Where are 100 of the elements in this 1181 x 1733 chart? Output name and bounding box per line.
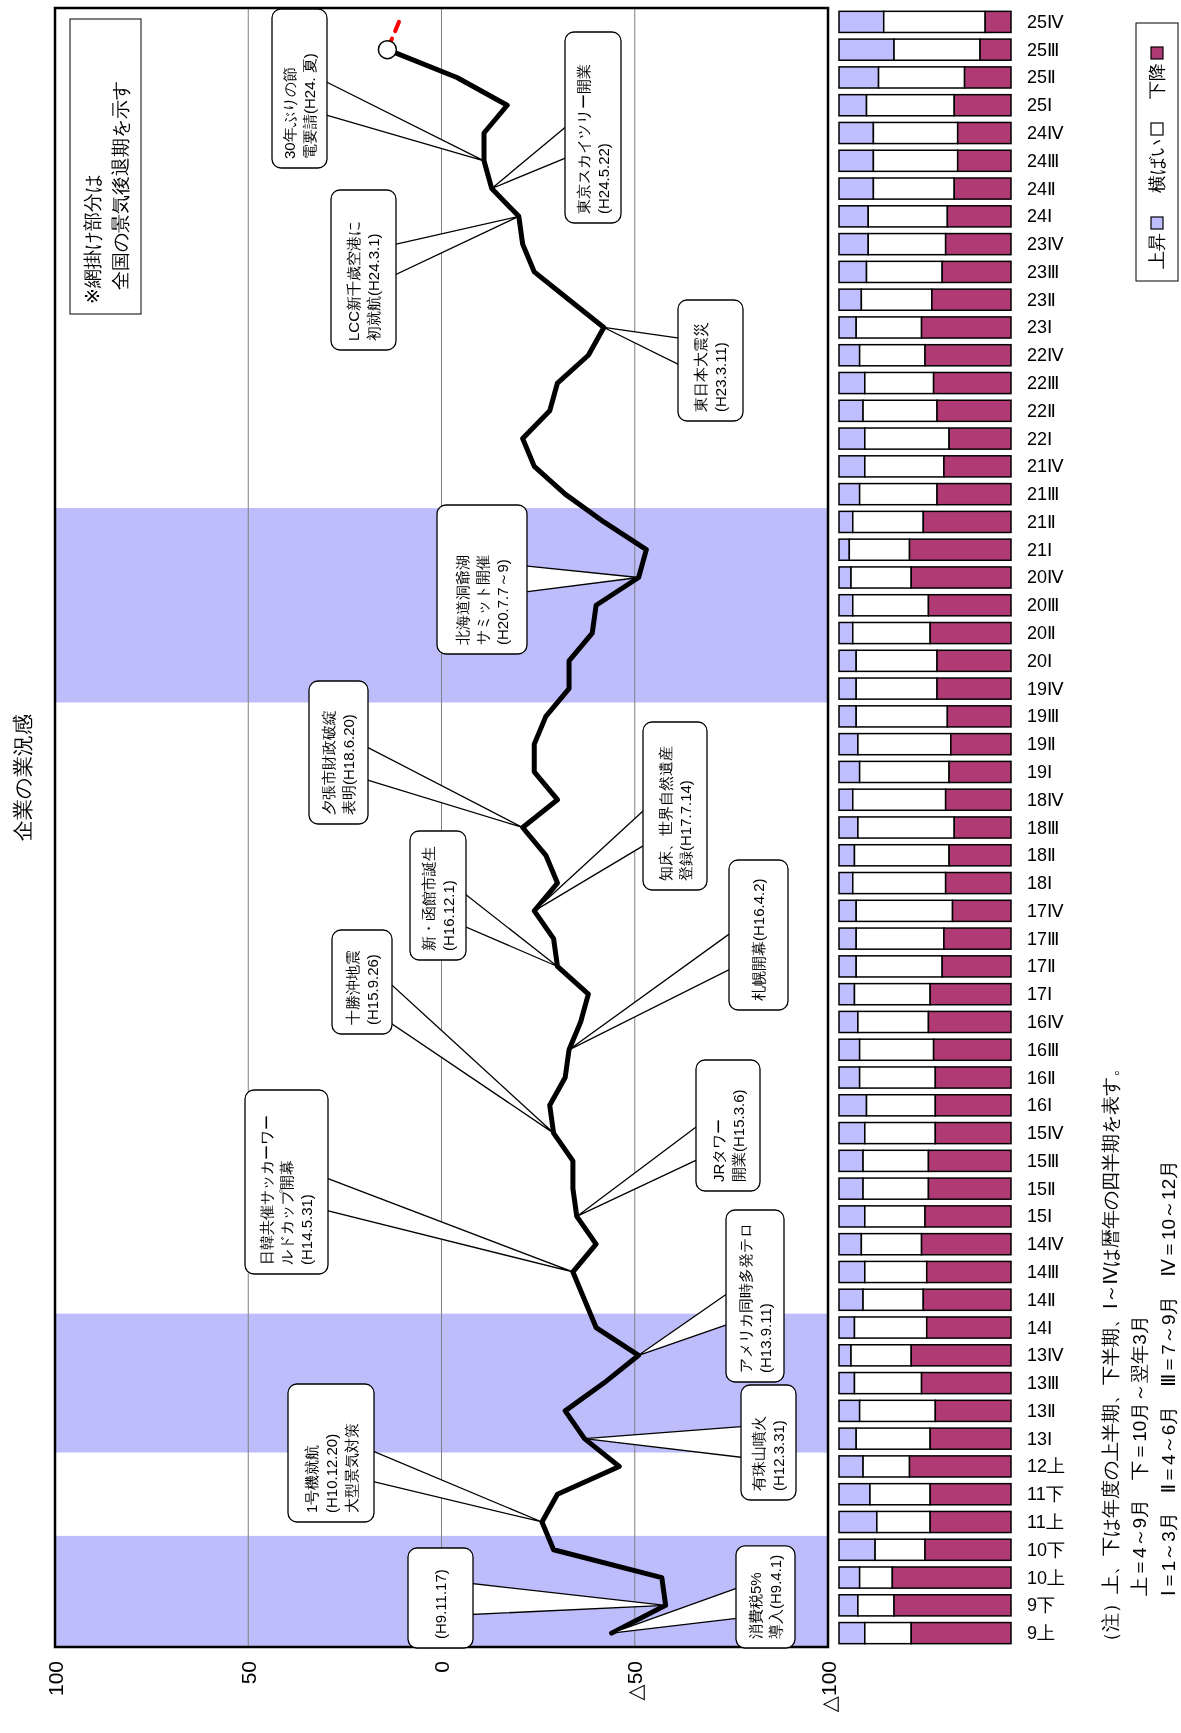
annotation: 1号機就航(H10.12.20)大型景気対策: [302, 1423, 360, 1513]
annotation: (H9.11.17): [432, 1569, 449, 1639]
y-tick-label: 18Ⅲ: [1027, 817, 1060, 838]
y-tick-label: 15Ⅳ: [1027, 1123, 1065, 1144]
y-tick-label: 13Ⅲ: [1027, 1373, 1060, 1394]
callout: 消費税5%導入(H9.4.1): [610, 1545, 796, 1649]
y-tick-label: 16Ⅳ: [1027, 1011, 1065, 1032]
y-tick-label: 24Ⅲ: [1027, 150, 1060, 171]
annotation: 有珠山噴火(H12.3.31): [750, 1416, 787, 1491]
callout: 30年ぶりの節電要請(H24. 夏): [271, 8, 485, 169]
y-tick-label: 9上: [1027, 1623, 1056, 1644]
callout: 北海道洞爺湖サミット開催(H20.7.7～9): [436, 504, 640, 655]
y-tick-label: 18Ⅳ: [1027, 789, 1065, 810]
y-tick-label: 24Ⅰ: [1027, 206, 1053, 227]
callout: LCC新千歳空港に初就航(H24.3.1): [330, 189, 520, 351]
y-tick-label: 16Ⅱ: [1027, 1067, 1056, 1088]
y-tick-label: 16Ⅰ: [1027, 1095, 1053, 1116]
y-tick-label: 23Ⅳ: [1027, 234, 1065, 255]
y-tick-label: 10上: [1027, 1567, 1066, 1588]
y-tick-label: 15Ⅲ: [1027, 1150, 1060, 1171]
x-tick-label: △100: [816, 1661, 840, 1713]
y-tick-label: 22Ⅱ: [1027, 400, 1056, 421]
legend-label: 横ばい: [1147, 139, 1167, 193]
annotation: 日韓共催サッカーワールドカップ開幕(H14.5.31): [258, 1115, 315, 1265]
y-tick-label: 20Ⅱ: [1027, 623, 1056, 644]
y-tick-label: 23Ⅱ: [1027, 289, 1056, 310]
y-tick-label: 15Ⅱ: [1027, 1178, 1056, 1199]
annotation: 知床、世界自然遺産登録(H17.7.14): [656, 746, 694, 881]
y-tick-label: 21Ⅰ: [1027, 539, 1053, 560]
y-tick-label: 23Ⅲ: [1027, 261, 1060, 282]
y-tick-label: 18Ⅰ: [1027, 873, 1053, 894]
y-tick-label: 25Ⅰ: [1027, 95, 1053, 116]
y-tick-label: 22Ⅳ: [1027, 345, 1065, 366]
callout: 夕張市財政破綻表明(H18.6.20): [308, 680, 524, 829]
y-tick-label: 19Ⅰ: [1027, 761, 1053, 782]
callout: 東日本大震災(H23.3.11): [603, 299, 744, 422]
annotation: アメリカ同時多発テロ(H13.9.11): [736, 1223, 774, 1373]
y-tick-label: 20Ⅳ: [1027, 567, 1065, 588]
callout: (H9.11.17): [407, 1547, 667, 1649]
legend-label: 下降: [1147, 63, 1167, 99]
annotation: 東日本大震災(H23.3.11): [692, 322, 729, 412]
annotation: 北海道洞爺湖サミット開催(H20.7.7～9): [453, 555, 511, 645]
annotation: 夕張市財政破綻表明(H18.6.20): [320, 710, 357, 815]
text: 上＝4～9月 下＝10月～翌年3月: [1128, 1315, 1150, 1596]
y-tick-label: 13Ⅳ: [1027, 1345, 1065, 1366]
y-tick-label: 14Ⅰ: [1027, 1317, 1053, 1338]
x-tick-label: 100: [43, 1661, 67, 1697]
annotation: 新・函館市誕生(H16.12.1): [419, 846, 457, 951]
y-tick-label: 21Ⅱ: [1027, 511, 1056, 532]
y-tick-label: 25Ⅱ: [1027, 67, 1056, 88]
callout: 日韓共催サッカーワールドカップ開幕(H14.5.31): [244, 1089, 574, 1275]
y-tick-label: 17Ⅳ: [1027, 900, 1065, 921]
x-tick-label: 0: [430, 1661, 453, 1673]
y-tick-label: 9下: [1027, 1595, 1056, 1616]
callout: JRタワー開業(H15.3.6): [576, 1059, 761, 1218]
y-tick-label: 21Ⅲ: [1027, 484, 1060, 505]
y-tick-label: 25Ⅳ: [1027, 11, 1065, 32]
annotation: 東京スカイツリー開業(H24.5.22): [574, 64, 612, 214]
text: 企業の業況感: [10, 714, 34, 841]
annotation: 消費税5%導入(H9.4.1): [747, 1554, 784, 1639]
y-tick-label: 12上: [1027, 1456, 1066, 1477]
y-tick-label: 22Ⅲ: [1027, 373, 1060, 394]
legend-label: 上昇: [1147, 233, 1167, 269]
y-tick-label: 24Ⅳ: [1027, 123, 1065, 144]
note-box: ※網掛け部分は全国の景気後退期を示す: [69, 18, 142, 315]
annotation: LCC新千歳空港に初就航(H24.3.1): [345, 220, 382, 341]
y-tick-label: 23Ⅰ: [1027, 317, 1053, 338]
annotation: 札幌開幕(H16.4.2): [750, 878, 767, 1001]
y-tick-label: 13Ⅱ: [1027, 1400, 1056, 1421]
callout: 新・函館市誕生(H16.12.1): [409, 830, 559, 968]
y-tick-label: 11下: [1027, 1484, 1064, 1505]
y-tick-label: 17Ⅲ: [1027, 928, 1060, 949]
y-tick-label: 21Ⅳ: [1027, 456, 1065, 477]
y-tick-label: 19Ⅱ: [1027, 734, 1056, 755]
text: （注）上、下は年度の上半期、下半期、Ⅰ～Ⅳは暦年の四半期を表す。: [1099, 1057, 1121, 1651]
annotation: JRタワー開業(H15.3.6): [709, 1089, 747, 1182]
y-tick-label: 22Ⅰ: [1027, 428, 1053, 449]
y-tick-label: 20Ⅲ: [1027, 595, 1060, 616]
y-tick-label: 16Ⅲ: [1027, 1039, 1060, 1060]
y-tick-label: 19Ⅳ: [1027, 678, 1065, 699]
y-tick-label: 18Ⅱ: [1027, 845, 1056, 866]
y-tick-label: 17Ⅱ: [1027, 956, 1056, 977]
y-tick-label: 24Ⅱ: [1027, 178, 1056, 199]
y-tick-label: 10下: [1027, 1539, 1066, 1560]
y-tick-label: 15Ⅰ: [1027, 1206, 1053, 1227]
y-tick-label: 20Ⅰ: [1027, 650, 1053, 671]
text: Ⅰ＝1～3月 Ⅱ＝4～6月 Ⅲ＝7～9月 Ⅳ＝10～12月: [1157, 1159, 1179, 1596]
y-tick-label: 11上: [1027, 1511, 1064, 1532]
annotation: 十勝沖地震(H15.9.26): [343, 950, 381, 1025]
callout: アメリカ同時多発テロ(H13.9.11): [637, 1209, 785, 1383]
x-tick-label: △50: [623, 1661, 647, 1701]
callout: 東京スカイツリー開業(H24.5.22): [491, 31, 622, 224]
x-tick-label: 50: [236, 1661, 260, 1685]
annotation: ※網掛け部分は全国の景気後退期を示す: [81, 81, 131, 304]
y-tick-label: 17Ⅰ: [1027, 984, 1053, 1005]
callout: 1号機就航(H10.12.20)大型景気対策: [287, 1383, 543, 1523]
callout: 有珠山噴火(H12.3.31): [583, 1384, 797, 1501]
y-tick-label: 14Ⅳ: [1027, 1234, 1065, 1255]
y-tick-label: 13Ⅰ: [1027, 1428, 1053, 1449]
y-tick-label: 14Ⅲ: [1027, 1261, 1060, 1282]
